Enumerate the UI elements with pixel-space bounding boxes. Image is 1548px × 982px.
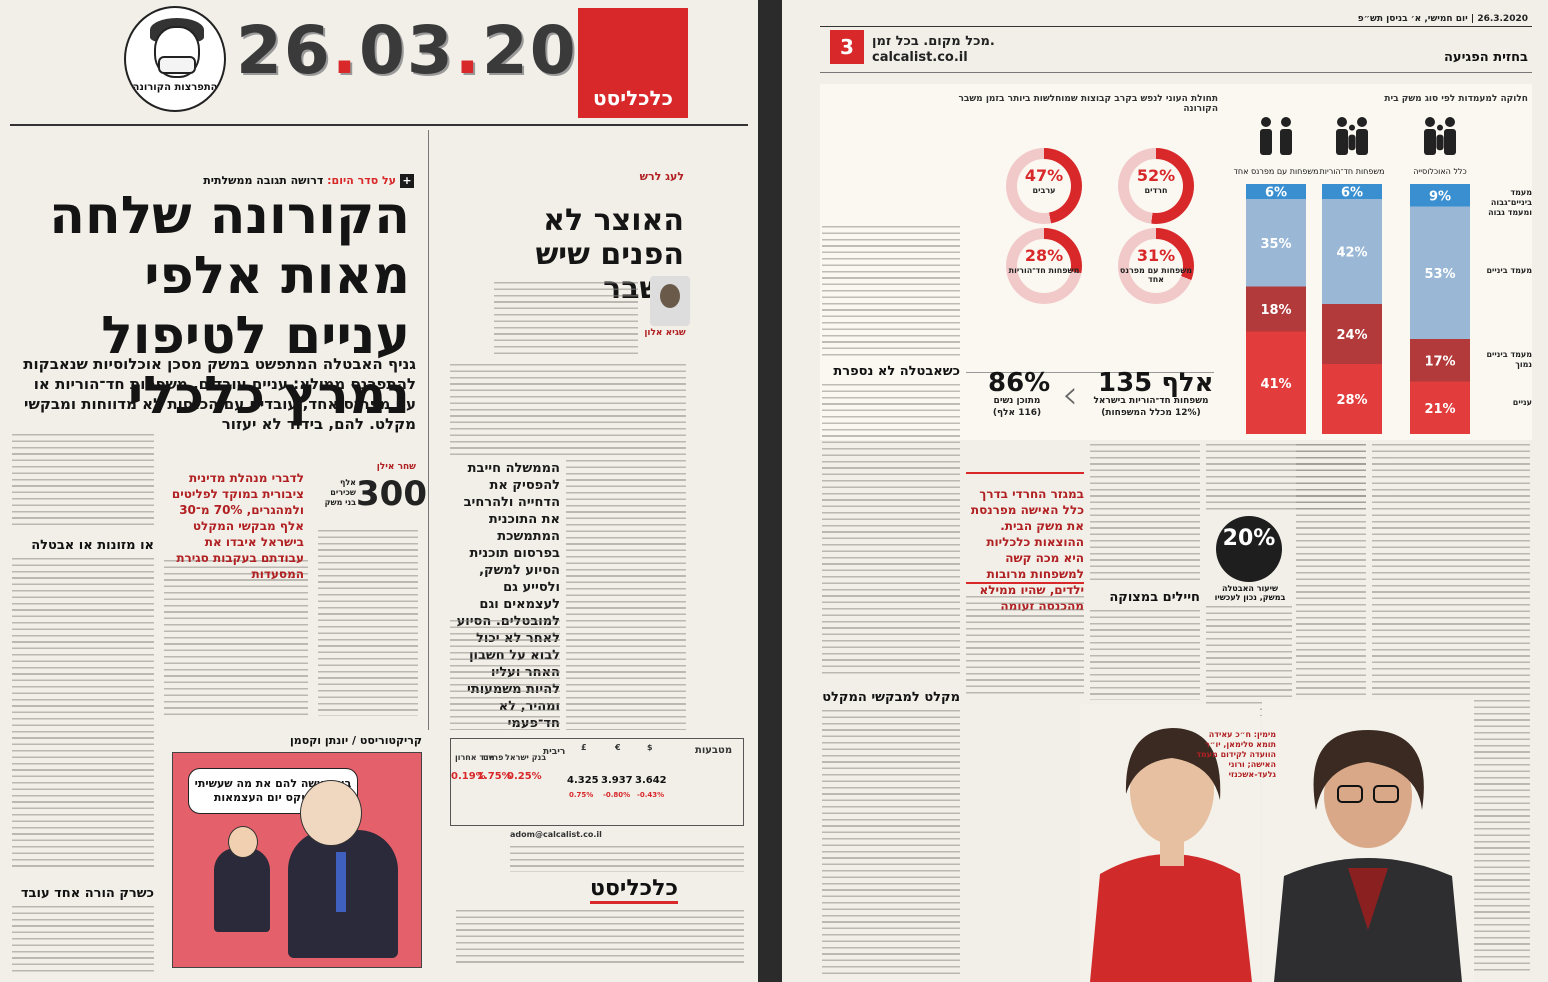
bar-value-label: 24% [1336,328,1367,343]
bar-value-label: 9% [1429,189,1451,204]
bar-value-label: 6% [1341,186,1363,201]
bar-segment [1246,184,1306,199]
stat-label: אלף שכירים בני משק [324,478,356,507]
bar-value-label: 35% [1260,237,1291,252]
donut-ring: 52% חרדים [1118,148,1194,224]
issue-date: 26.03.20 [236,12,578,89]
bar-value-label: 41% [1260,377,1291,392]
bar-value-label: 17% [1424,354,1455,369]
row-label-poor: עניים [1512,398,1532,407]
bar-value-label: 53% [1424,267,1455,282]
bar-segment [1410,381,1470,434]
contact-email[interactable]: adom@calcalist.co.il [510,830,602,839]
market-data-box: מטבעות $ 3.642 -0.43% € 3.937 -0.80% £ 4… [450,738,744,826]
donut-percent: 47% [1024,166,1064,185]
bar-segment [1246,286,1306,332]
row-label-high: מעמד ביניים־גבוה ומעמד גבוה [1488,188,1532,217]
mascot-label: התפרצות הקורונה [132,82,218,93]
photo-woman-red [1080,704,1260,982]
single-parent-label: משפחות חד־הוריות בישראל [1093,396,1209,406]
bar-segment [1322,199,1382,304]
bar-segment [1322,304,1382,364]
donut-label: ערבים [1032,186,1056,195]
bar-segment [1246,199,1306,287]
stat-number: 300 [356,474,427,514]
unemployment-label: שיעור האבטלה במשק, נכון לעכשיו [1214,584,1286,602]
chevron-left-icon: ‹ [1062,372,1078,418]
bar-segment [1322,184,1382,199]
stacked-bar-chart: 9% 53% 17% 21% כלל האוכלוסייה 6% 42% 24% 28% משפח… [1234,117,1470,434]
side-author: שחר אילן [376,462,416,472]
bar-category-label: כלל האוכלוסייה [1413,167,1467,176]
unemployment-badge: 20% [1216,516,1282,582]
topic-line: +על סדר היום: דרושה תגובה ממשלתית [200,174,414,188]
column-author: שגיא אלון [644,328,686,338]
bar-segment [1246,331,1306,434]
photo-caption: מימין: ח״כ עאידה תומא סלימאן, יו״ר הוועד… [1196,730,1276,779]
donut-ring: 28% משפחות חד־הוריות [1006,228,1082,304]
bar-value-label: 42% [1336,246,1367,261]
pull-quote: לדברי מנהלת מדינית ציבורית במוקד לפליטים… [171,471,304,581]
cartoon-credit: קריקטוריסט / יונתן וקסמן [290,734,422,747]
subhead-soldiers: חיילים במצוקה [1109,590,1200,605]
left-newspaper-page: התפרצות הקורונה 26.03.20 כלכליסט +על סדר… [0,0,758,982]
donut-label: חרדים [1144,186,1168,195]
donut-percent: 52% [1136,166,1176,185]
cartoon-puppet [214,848,270,932]
single-parent-count: 135 אלף [1098,368,1214,398]
bar-segment [1410,206,1470,339]
women-share: 86% [988,368,1051,398]
bar-value-label: 28% [1336,393,1367,408]
family-icon [1260,117,1292,155]
mascot-illustration: התפרצות הקורונה [124,6,226,112]
page-gutter [758,0,782,982]
donut-ring: 47% ערבים [1006,148,1082,224]
donut-chart-title: תחולת העוני לנפש בקרב קבוצות שמוחלשות בי… [958,94,1218,114]
bar-category-label: משפחות עם מפרנס אחד [1234,167,1319,176]
donut-label: משפחות עם מפרנס אחד [1119,266,1193,284]
footer-logo: כלכליסט [590,876,678,904]
subhead-asylum: מקלט למבקשי המקלט [822,690,960,705]
bar-segment [1410,339,1470,382]
photo-woman-glasses [1262,700,1474,982]
main-headline: הקורונה שלחה מאות אלפי עניים לטיפול נמרץ… [49,186,410,426]
subhead-uncounted: כשאבטלה לא נספרת [833,364,960,379]
page-number: 3 [830,30,864,64]
row-label-mid: מעמד ביניים [1486,266,1532,275]
donut-percent: 31% [1136,246,1176,265]
women-share-label: מתוכן נשים [993,396,1041,406]
bar-segment [1410,184,1470,207]
site-url[interactable]: calcalist.co.il [872,50,968,65]
subhead-2: כשרק הורה אחד עובד [20,886,154,901]
donut-label: משפחות חד־הוריות [1008,266,1080,275]
donut-percent: 28% [1024,246,1064,265]
family-icon [1424,117,1456,155]
calcalist-logo: כלכליסט [578,8,688,118]
row-label-lowmid: מעמד ביניים נמוך [1486,350,1532,369]
top-dateline: 26.3.2020 | יום חמישי, א׳ בניסן תש״פ [1357,14,1528,24]
family-stats [966,372,1214,428]
stacked-chart-title: חלוקה למעמדות לפי סוג משק בית [1384,94,1528,104]
donut-ring: 31% משפחות עם מפרנס אחד [1118,228,1194,304]
single-parent-note: (12% מכלל המשפחות) [1101,408,1201,418]
author-photo [650,276,690,326]
callout-quote: במגזר החרדי בדרך כלל האישה מפרנסת את משק… [970,487,1084,613]
plus-icon: + [400,174,414,188]
bar-segment [1322,364,1382,434]
mask-icon [158,56,196,74]
bar-value-label: 18% [1260,303,1291,318]
bar-value-label: 21% [1424,402,1455,417]
column-label: לעג לרש [639,170,684,183]
women-share-note: (116 אלף) [992,408,1042,418]
site-tagline: מכל מקום. בכל זמן. [872,34,995,49]
bar-category-label: משפחות חד־הוריות [1320,167,1385,176]
bar-value-label: 6% [1265,186,1287,201]
section-title: בחזית הפגיעה [1443,50,1528,65]
family-icon [1336,117,1368,155]
main-subhead: גניף האבטלה המתפשט במשק מסכן אוכלוסיות ש… [23,355,416,433]
subhead-1: או מזונות או אבטלה [31,538,154,553]
